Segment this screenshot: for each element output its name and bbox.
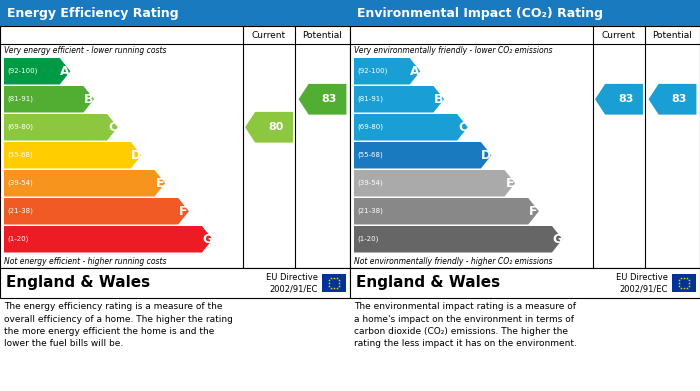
Text: Current: Current	[602, 30, 636, 39]
Polygon shape	[4, 86, 94, 113]
Polygon shape	[595, 84, 643, 115]
Text: (92-100): (92-100)	[7, 68, 37, 75]
Text: A: A	[410, 65, 420, 78]
Text: 80: 80	[268, 122, 284, 132]
Text: D: D	[131, 149, 141, 162]
Bar	[0, 26, 350, 268]
Text: England & Wales: England & Wales	[6, 276, 150, 291]
Bar	[350, 0, 700, 26]
Text: Current: Current	[252, 30, 286, 39]
Text: G: G	[202, 233, 212, 246]
Polygon shape	[354, 58, 421, 84]
Text: C: C	[458, 121, 467, 134]
Text: (81-91): (81-91)	[7, 96, 33, 102]
Polygon shape	[354, 226, 563, 253]
Text: EU Directive
2002/91/EC: EU Directive 2002/91/EC	[266, 273, 318, 293]
Text: (21-38): (21-38)	[357, 208, 383, 215]
Polygon shape	[354, 198, 539, 224]
Polygon shape	[4, 226, 213, 253]
Text: Not energy efficient - higher running costs: Not energy efficient - higher running co…	[4, 257, 167, 266]
Text: 83: 83	[672, 94, 687, 104]
Polygon shape	[245, 112, 293, 143]
Text: (81-91): (81-91)	[357, 96, 383, 102]
Polygon shape	[354, 170, 515, 197]
Text: (21-38): (21-38)	[7, 208, 33, 215]
Text: B: B	[434, 93, 444, 106]
Text: (55-68): (55-68)	[7, 152, 33, 158]
Text: EU Directive
2002/91/EC: EU Directive 2002/91/EC	[616, 273, 668, 293]
Polygon shape	[354, 142, 491, 169]
Bar	[672, 274, 696, 292]
Text: (69-80): (69-80)	[7, 124, 33, 131]
Text: C: C	[108, 121, 117, 134]
Bar	[0, 0, 350, 26]
Polygon shape	[649, 84, 696, 115]
Bar	[350, 26, 700, 268]
Text: Energy Efficiency Rating: Energy Efficiency Rating	[7, 7, 178, 20]
Text: (1-20): (1-20)	[357, 236, 379, 242]
Text: Very energy efficient - lower running costs: Very energy efficient - lower running co…	[4, 46, 167, 55]
Text: (39-54): (39-54)	[7, 180, 33, 187]
Text: F: F	[179, 205, 188, 218]
Polygon shape	[4, 58, 71, 84]
Text: E: E	[155, 177, 164, 190]
Polygon shape	[354, 86, 444, 113]
Text: Very environmentally friendly - lower CO₂ emissions: Very environmentally friendly - lower CO…	[354, 46, 552, 55]
Text: The environmental impact rating is a measure of
a home's impact on the environme: The environmental impact rating is a mea…	[354, 302, 577, 348]
Text: Potential: Potential	[652, 30, 692, 39]
Text: Not environmentally friendly - higher CO₂ emissions: Not environmentally friendly - higher CO…	[354, 257, 552, 266]
Polygon shape	[4, 114, 118, 140]
Polygon shape	[354, 114, 468, 140]
Polygon shape	[299, 84, 346, 115]
Polygon shape	[4, 142, 141, 169]
Text: 83: 83	[618, 94, 634, 104]
Text: 83: 83	[322, 94, 337, 104]
Text: Environmental Impact (CO₂) Rating: Environmental Impact (CO₂) Rating	[357, 7, 603, 20]
Text: (1-20): (1-20)	[7, 236, 29, 242]
Text: F: F	[529, 205, 538, 218]
Text: (69-80): (69-80)	[357, 124, 383, 131]
Polygon shape	[4, 198, 189, 224]
Text: B: B	[84, 93, 94, 106]
Bar	[350, 268, 700, 298]
Text: The energy efficiency rating is a measure of the
overall efficiency of a home. T: The energy efficiency rating is a measur…	[4, 302, 233, 348]
Text: A: A	[60, 65, 70, 78]
Polygon shape	[4, 170, 165, 197]
Bar	[0, 268, 350, 298]
Text: D: D	[481, 149, 491, 162]
Text: G: G	[552, 233, 562, 246]
Text: (55-68): (55-68)	[357, 152, 383, 158]
Text: England & Wales: England & Wales	[356, 276, 500, 291]
Text: (39-54): (39-54)	[357, 180, 383, 187]
Text: E: E	[505, 177, 514, 190]
Bar	[322, 274, 346, 292]
Text: (92-100): (92-100)	[357, 68, 387, 75]
Text: Potential: Potential	[302, 30, 342, 39]
